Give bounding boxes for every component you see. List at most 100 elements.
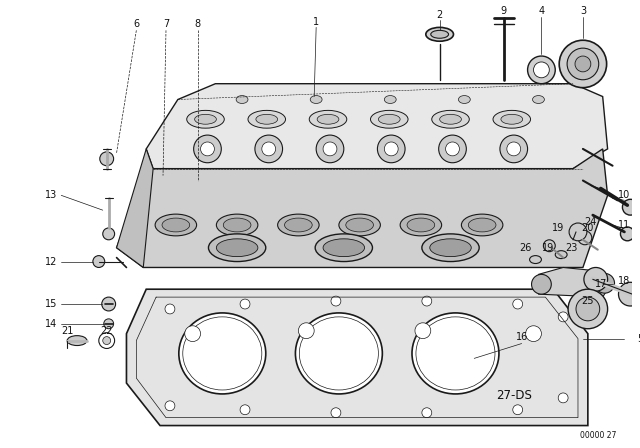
Text: 13: 13 (45, 190, 58, 200)
Circle shape (103, 336, 111, 345)
Circle shape (93, 256, 105, 267)
Circle shape (422, 296, 432, 306)
Ellipse shape (317, 114, 339, 124)
Circle shape (558, 393, 568, 403)
Circle shape (316, 135, 344, 163)
Circle shape (200, 142, 214, 156)
Ellipse shape (422, 234, 479, 262)
Circle shape (104, 319, 114, 329)
Text: 7: 7 (163, 19, 169, 30)
Ellipse shape (248, 110, 285, 128)
Ellipse shape (407, 218, 435, 232)
Circle shape (575, 56, 591, 72)
Circle shape (576, 297, 600, 321)
Ellipse shape (412, 313, 499, 394)
Circle shape (262, 142, 276, 156)
Ellipse shape (236, 95, 248, 103)
Circle shape (532, 274, 551, 294)
Circle shape (103, 228, 115, 240)
Ellipse shape (315, 234, 372, 262)
Text: 23: 23 (565, 243, 577, 253)
Text: 3: 3 (580, 5, 586, 16)
Text: 16: 16 (516, 332, 528, 342)
Circle shape (500, 135, 527, 163)
Circle shape (99, 333, 115, 349)
Circle shape (558, 312, 568, 322)
Polygon shape (127, 289, 588, 426)
Ellipse shape (371, 110, 408, 128)
Circle shape (100, 152, 114, 166)
Text: 20: 20 (582, 223, 594, 233)
Circle shape (569, 223, 587, 241)
Circle shape (438, 135, 467, 163)
Circle shape (422, 408, 432, 418)
Ellipse shape (468, 218, 496, 232)
Text: 24: 24 (584, 217, 597, 227)
Ellipse shape (556, 251, 567, 258)
Ellipse shape (310, 95, 322, 103)
Circle shape (165, 401, 175, 411)
Polygon shape (538, 267, 611, 297)
Polygon shape (146, 84, 607, 169)
Ellipse shape (461, 214, 503, 236)
Circle shape (378, 135, 405, 163)
Ellipse shape (346, 218, 374, 232)
Text: 11: 11 (618, 220, 630, 230)
Ellipse shape (179, 313, 266, 394)
Text: 21: 21 (61, 326, 74, 336)
Ellipse shape (162, 218, 189, 232)
Ellipse shape (440, 114, 461, 124)
Ellipse shape (430, 239, 471, 257)
Circle shape (194, 135, 221, 163)
Ellipse shape (339, 214, 380, 236)
Circle shape (185, 326, 200, 341)
Text: 17: 17 (595, 279, 607, 289)
Circle shape (567, 48, 599, 80)
Circle shape (620, 227, 634, 241)
Circle shape (623, 199, 638, 215)
Circle shape (240, 405, 250, 415)
Ellipse shape (529, 256, 541, 263)
Circle shape (415, 323, 431, 339)
Circle shape (298, 323, 314, 339)
Ellipse shape (432, 110, 469, 128)
Ellipse shape (458, 95, 470, 103)
Ellipse shape (256, 114, 278, 124)
Circle shape (568, 289, 607, 329)
Circle shape (527, 56, 556, 84)
Ellipse shape (195, 114, 216, 124)
Circle shape (513, 299, 523, 309)
Circle shape (525, 326, 541, 341)
Circle shape (578, 231, 592, 245)
Ellipse shape (501, 114, 523, 124)
Ellipse shape (285, 218, 312, 232)
Text: 25: 25 (582, 296, 594, 306)
Text: 18: 18 (618, 276, 630, 286)
Text: 27-DS: 27-DS (496, 389, 532, 402)
Circle shape (240, 299, 250, 309)
Ellipse shape (209, 234, 266, 262)
Text: 12: 12 (45, 257, 58, 267)
Ellipse shape (493, 110, 531, 128)
Ellipse shape (67, 336, 87, 345)
Text: 9: 9 (501, 5, 507, 16)
Ellipse shape (296, 313, 382, 394)
Circle shape (165, 304, 175, 314)
Polygon shape (116, 149, 153, 267)
Text: 5: 5 (637, 334, 640, 344)
Ellipse shape (155, 214, 196, 236)
Circle shape (584, 267, 607, 291)
Ellipse shape (378, 114, 400, 124)
Circle shape (255, 135, 283, 163)
Text: 00000 27: 00000 27 (580, 431, 616, 440)
Text: 19: 19 (552, 223, 564, 233)
Ellipse shape (309, 110, 347, 128)
Circle shape (595, 273, 614, 293)
Ellipse shape (431, 30, 449, 38)
Polygon shape (116, 149, 607, 267)
Text: 2: 2 (436, 9, 443, 20)
Ellipse shape (183, 317, 262, 390)
Circle shape (385, 142, 398, 156)
Ellipse shape (385, 95, 396, 103)
Text: 8: 8 (195, 19, 201, 30)
